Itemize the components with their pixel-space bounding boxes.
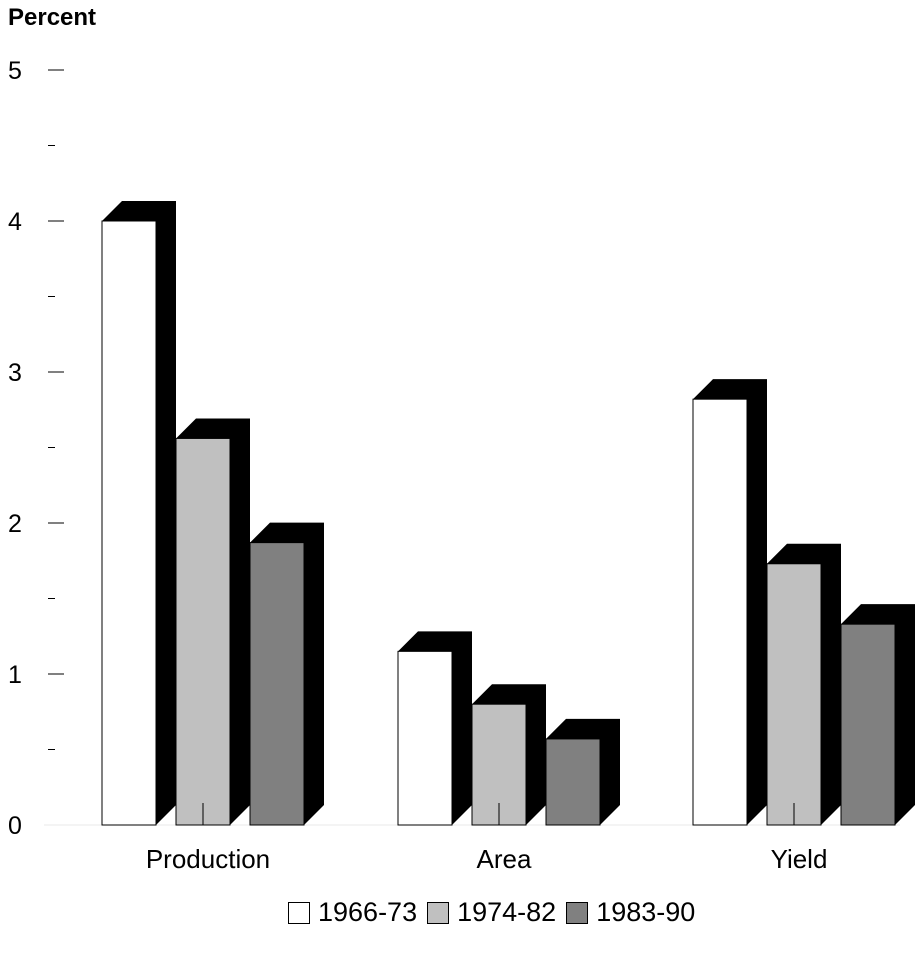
bar-shadow-yield-1983-90 (841, 604, 915, 825)
x-category-label: Yield (771, 844, 828, 874)
bar-production-1974-82 (175, 437, 231, 826)
y-tick-label: 5 (8, 57, 22, 85)
bar-yield-1983-90 (840, 623, 896, 826)
legend-label-1974-82: 1974-82 (457, 897, 557, 927)
bar-yield-1974-82 (766, 563, 822, 826)
legend-label-1983-90: 1983-90 (596, 897, 696, 927)
legend-label-1966-73: 1966-73 (318, 897, 418, 927)
y-tick-label: 3 (8, 359, 22, 387)
bar-shadow-production-1974-82 (176, 418, 250, 825)
bar-production-1966-73 (101, 220, 157, 826)
y-tick-label: 2 (8, 510, 22, 538)
y-axis-label: Percent (8, 4, 97, 31)
x-category-label: Area (477, 844, 532, 874)
bar-shadow-yield-1966-73 (693, 379, 767, 825)
bar-shadow-production-1983-90 (250, 522, 324, 825)
bar-yield-1966-73 (692, 398, 748, 826)
legend-swatch-1983-90 (566, 901, 589, 924)
bar-shadow-area-1983-90 (546, 718, 620, 825)
bar-shadow-area-1966-73 (398, 631, 472, 825)
bar-production-1983-90 (249, 542, 305, 826)
legend: 1966-73 1974-82 1983-90 (288, 897, 705, 928)
x-category-label: Production (146, 844, 270, 874)
bar-area-1966-73 (397, 650, 453, 826)
legend-item-1966-73: 1966-73 (288, 897, 417, 928)
bar-area-1983-90 (545, 738, 601, 826)
bar-shadow-yield-1974-82 (767, 543, 841, 825)
legend-swatch-1974-82 (427, 901, 450, 924)
y-tick-label: 1 (8, 661, 22, 689)
bar-shadow-area-1974-82 (472, 684, 546, 825)
legend-item-1974-82: 1974-82 (427, 897, 556, 928)
y-tick-label: 0 (8, 812, 22, 840)
legend-swatch-1966-73 (288, 901, 310, 924)
legend-item-1983-90: 1983-90 (566, 897, 695, 928)
bar-shadow-production-1966-73 (102, 201, 176, 825)
y-tick-label: 4 (8, 208, 22, 236)
